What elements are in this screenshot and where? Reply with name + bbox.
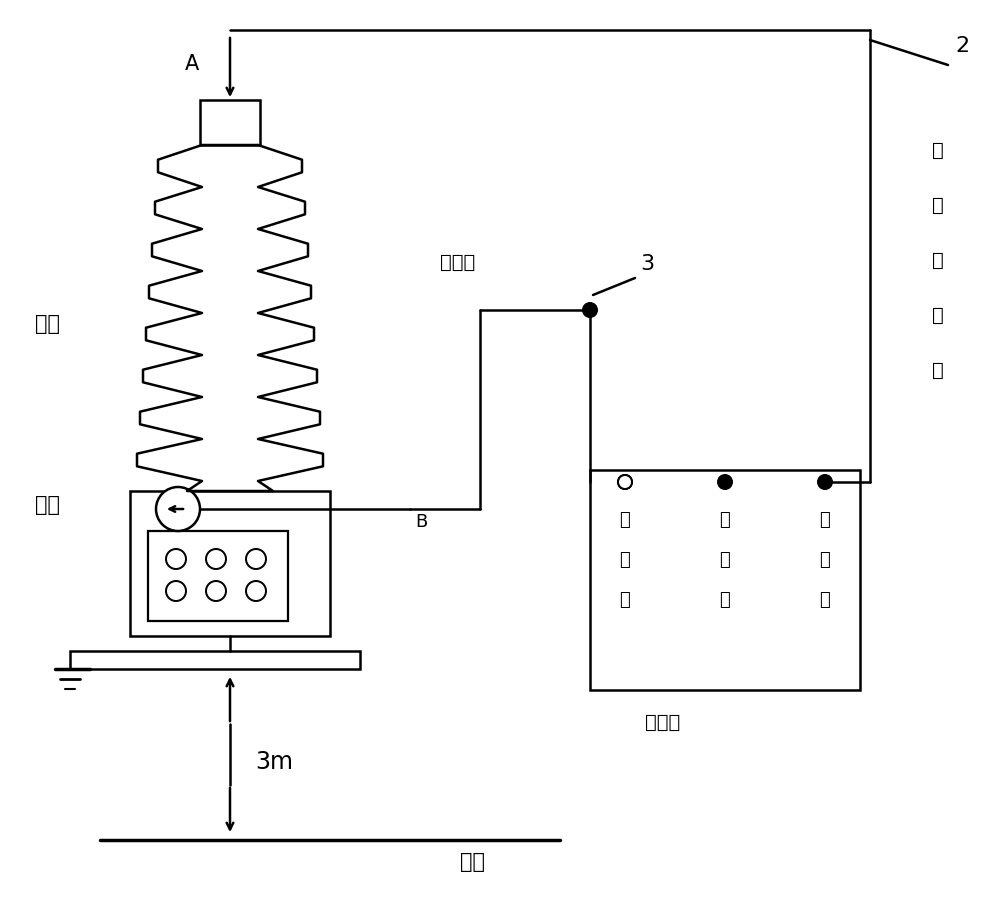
Text: 出: 出 (932, 305, 944, 324)
Text: 线: 线 (932, 360, 944, 380)
Circle shape (206, 549, 226, 569)
Bar (200, 100, 260, 145)
Circle shape (583, 303, 597, 317)
Text: 2: 2 (955, 36, 969, 56)
Text: 线: 线 (720, 591, 730, 609)
Text: 号: 号 (620, 551, 630, 569)
Circle shape (618, 475, 632, 489)
Text: 3: 3 (640, 254, 654, 274)
Bar (590, 470, 860, 690)
Text: 末屏: 末屏 (35, 495, 60, 515)
Circle shape (156, 487, 200, 531)
Circle shape (718, 475, 732, 489)
Text: 屏: 屏 (720, 511, 730, 529)
Text: 高: 高 (820, 511, 830, 529)
Circle shape (246, 581, 266, 601)
Circle shape (818, 475, 832, 489)
Bar (70, 651, 360, 669)
Circle shape (246, 549, 266, 569)
Circle shape (166, 581, 186, 601)
Text: 3m: 3m (255, 750, 293, 774)
Bar (130, 491, 330, 636)
Circle shape (166, 549, 186, 569)
Text: 介损仪: 介损仪 (645, 713, 680, 732)
Text: 信: 信 (620, 511, 630, 529)
Text: 压: 压 (932, 196, 944, 214)
Text: 高: 高 (932, 141, 944, 160)
Text: 输: 输 (932, 251, 944, 269)
Text: A: A (185, 54, 199, 74)
Circle shape (206, 581, 226, 601)
Text: 地面: 地面 (460, 852, 485, 872)
Text: 套管: 套管 (35, 314, 60, 334)
Text: 线: 线 (820, 591, 830, 609)
Text: 测量线: 测量线 (440, 253, 475, 272)
Circle shape (618, 475, 632, 489)
Text: B: B (415, 513, 427, 531)
Text: 线: 线 (620, 591, 630, 609)
Text: 蔽: 蔽 (720, 551, 730, 569)
Text: 压: 压 (820, 551, 830, 569)
Bar (148, 531, 288, 621)
